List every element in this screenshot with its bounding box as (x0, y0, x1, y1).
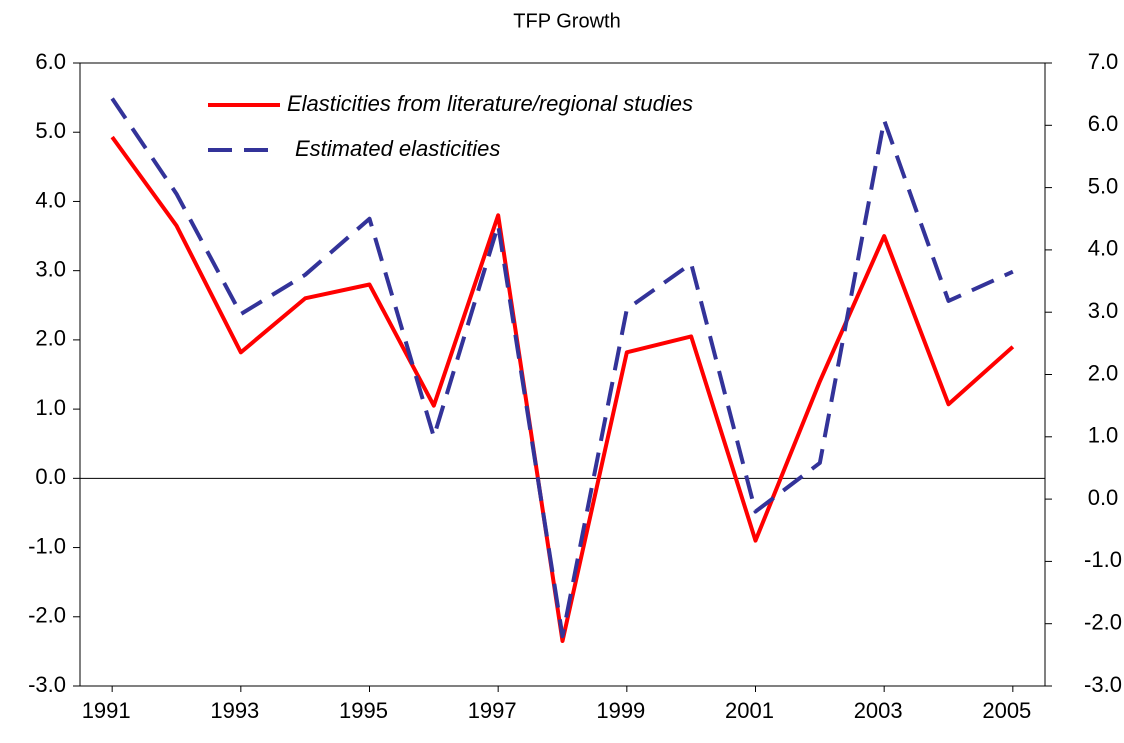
y2-tick-label: 6.0 (1088, 111, 1119, 136)
y-tick-label: -2.0 (28, 603, 66, 628)
y2-tick-label: 7.0 (1088, 49, 1119, 74)
x-tick-label: 2003 (854, 698, 903, 723)
x-tick-label: 1991 (82, 698, 131, 723)
y2-tick-label: -3.0 (1084, 672, 1122, 697)
x-tick-label: 2001 (725, 698, 774, 723)
x-tick-label: 1997 (468, 698, 517, 723)
y2-tick-label: -1.0 (1084, 547, 1122, 572)
y-tick-label: 4.0 (35, 187, 66, 212)
x-tick-label: 1995 (339, 698, 388, 723)
y-tick-label: -3.0 (28, 672, 66, 697)
legend-label: Elasticities from literature/regional st… (287, 91, 693, 116)
x-tick-label: 1999 (596, 698, 645, 723)
y-tick-label: 5.0 (35, 118, 66, 143)
series-line (110, 135, 1015, 644)
y-tick-label: 6.0 (35, 49, 66, 74)
y-tick-label: 0.0 (35, 464, 66, 489)
y2-tick-label: 0.0 (1088, 485, 1119, 510)
y2-tick-label: -2.0 (1084, 610, 1122, 635)
y2-tick-label: 2.0 (1088, 360, 1119, 385)
y2-tick-label: 4.0 (1088, 236, 1119, 261)
y-tick-label: 3.0 (35, 256, 66, 281)
series-line (110, 97, 1014, 639)
chart-title: TFP Growth (513, 10, 620, 32)
y-tick-label: 2.0 (35, 326, 66, 351)
y-tick-label: 1.0 (35, 395, 66, 420)
y2-tick-label: 3.0 (1088, 298, 1119, 323)
y2-tick-label: 5.0 (1088, 173, 1119, 198)
y2-tick-label: 1.0 (1088, 423, 1119, 448)
x-tick-label: 2005 (982, 698, 1031, 723)
legend-label: Estimated elasticities (295, 136, 500, 161)
y-tick-label: -1.0 (28, 533, 66, 558)
plot-frame (79, 62, 1046, 687)
x-tick-label: 1993 (210, 698, 259, 723)
